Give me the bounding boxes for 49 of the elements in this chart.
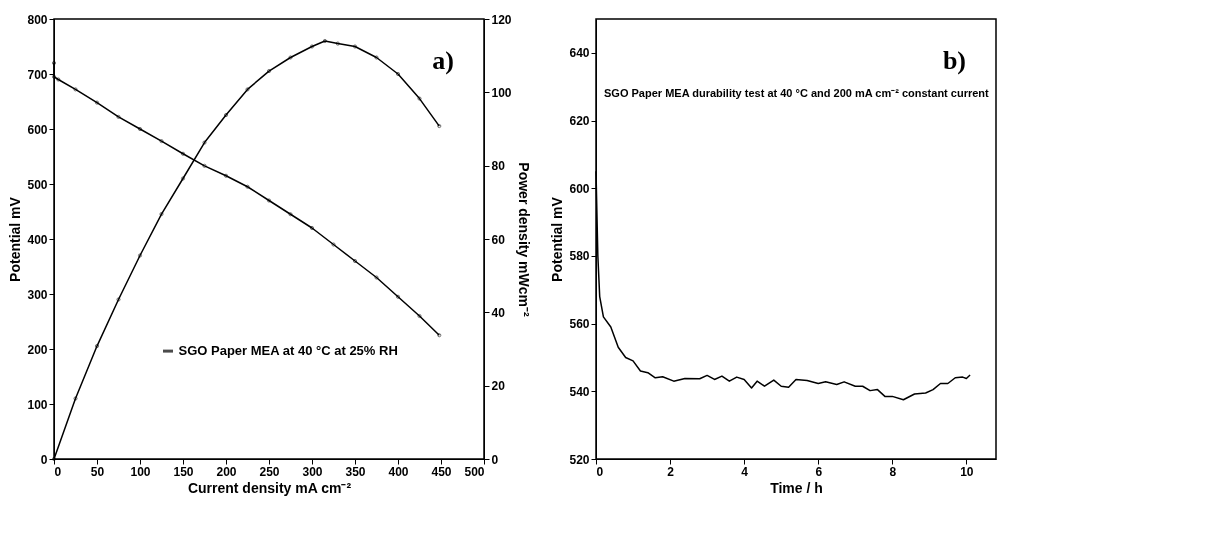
x-tick-label: 6 <box>815 464 823 479</box>
y-tick-label: 600 <box>569 181 590 196</box>
y-axis-title: Potential mV <box>7 196 24 282</box>
x-tick-label: 8 <box>889 464 897 479</box>
x-tick-label: 400 <box>388 464 409 479</box>
x-axis-title: Current density mA cm⁻² <box>187 479 352 496</box>
y-tick-label: 200 <box>27 342 48 357</box>
x-tick-label: 300 <box>302 464 323 479</box>
x-tick-label: 4 <box>741 464 749 479</box>
x-tick-label: 50 <box>90 464 105 479</box>
x-tick-label: 250 <box>259 464 280 479</box>
y-tick-label: 500 <box>27 177 48 192</box>
y-tick-label: 700 <box>27 67 48 82</box>
x-tick-label: 200 <box>216 464 237 479</box>
y2-tick-label: 60 <box>491 232 506 247</box>
x-axis-title: Time / h <box>770 479 823 496</box>
x-tick-label: 10 <box>960 464 974 479</box>
y-tick-label: 580 <box>569 249 590 264</box>
y-tick-label: 640 <box>569 46 590 61</box>
y-tick-label: 560 <box>569 317 590 332</box>
x-tick-label: 0 <box>596 464 604 479</box>
y-tick-label: 0 <box>40 452 48 467</box>
y-tick-label: 800 <box>27 12 48 27</box>
y-tick-label: 400 <box>27 232 48 247</box>
annotation: SGO Paper MEA durability test at 40 °C and 200 mA cm⁻² constant current <box>604 87 990 99</box>
y-tick-label: 100 <box>27 397 48 412</box>
y-tick-label: 540 <box>569 384 590 399</box>
y-tick-label: 300 <box>27 287 48 302</box>
x-tick-label: 350 <box>345 464 366 479</box>
y2-tick-label: 100 <box>491 85 512 100</box>
y-tick-label: 520 <box>569 452 590 467</box>
y2-tick-label: 80 <box>491 159 506 174</box>
x-tick-label: 450 <box>431 464 452 479</box>
y-tick-label: 600 <box>27 122 48 137</box>
annotation: b) <box>942 46 966 75</box>
y2-tick-label: 0 <box>491 452 499 467</box>
x-tick-label: 500 <box>464 464 485 479</box>
y2-tick-label: 120 <box>491 12 512 27</box>
x-tick-label: 0 <box>54 464 62 479</box>
x-tick-label: 150 <box>173 464 194 479</box>
y-axis-title: Potential mV <box>549 196 566 282</box>
y-tick-label: 620 <box>569 114 590 129</box>
x-tick-label: 2 <box>667 464 675 479</box>
y2-tick-label: 40 <box>491 305 506 320</box>
y2-axis-title: Power density mWcm⁻² <box>515 162 532 318</box>
annotation: a) <box>432 46 454 75</box>
legend-label: SGO Paper MEA at 40 °C at 25% RH <box>178 343 398 359</box>
y2-tick-label: 20 <box>491 379 506 394</box>
x-tick-label: 100 <box>130 464 151 479</box>
